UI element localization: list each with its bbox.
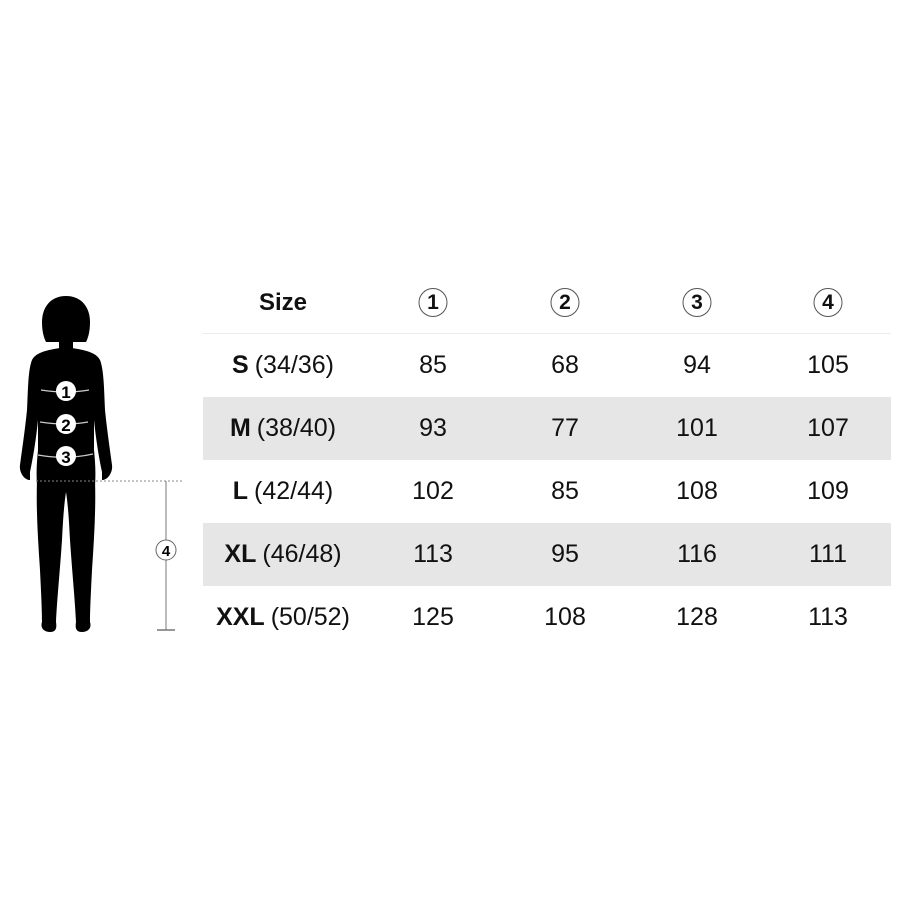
measure-1-value: 93	[419, 414, 447, 442]
size-code: M	[229, 414, 251, 442]
marker-2: 2	[61, 416, 70, 435]
measure-3-value: 94	[683, 351, 711, 379]
measure-2-value: 85	[551, 477, 579, 505]
measure-2-value: 95	[551, 540, 579, 568]
table-header: Size 1 2 3 4	[203, 272, 891, 334]
size-label: XXL (50/52)	[216, 586, 350, 649]
measure-4-value: 113	[808, 603, 848, 631]
size-code: XL	[224, 540, 257, 568]
header-measure-3: 3	[682, 288, 712, 317]
table-row: S (34/36) 85 68 94 105	[203, 334, 891, 397]
measure-4-value: 107	[807, 414, 849, 442]
size-label: XL (46/48)	[224, 523, 341, 586]
measure-2-value: 68	[551, 351, 579, 379]
size-eu: (50/52)	[270, 603, 350, 631]
measure-1-value: 85	[419, 351, 447, 379]
marker-3: 3	[61, 448, 70, 467]
marker-4: 4	[162, 543, 171, 560]
header-measure-2: 2	[550, 288, 580, 317]
size-code: L	[232, 477, 249, 505]
measure-3-value: 128	[676, 603, 718, 631]
measure-2-value: 77	[551, 414, 579, 442]
table-row: XL (46/48) 113 95 116 111	[203, 523, 891, 586]
measure-1-value: 102	[412, 477, 454, 505]
measure-4-value: 111	[808, 540, 848, 568]
size-eu: (46/48)	[262, 540, 342, 568]
header-measure-1: 1	[418, 288, 448, 317]
measure-3-value: 116	[677, 540, 717, 568]
size-eu: (42/44)	[254, 477, 334, 505]
header-size: Size	[258, 288, 308, 316]
table-row: L (42/44) 102 85 108 109	[203, 460, 891, 523]
measure-3-value: 101	[676, 414, 718, 442]
measurement-markers: 1 2 3	[56, 381, 76, 467]
size-code: S	[232, 351, 249, 379]
size-eu: (34/36)	[254, 351, 334, 379]
table-row: M (38/40) 93 77 101 107	[203, 397, 891, 460]
measure-4-value: 105	[807, 351, 849, 379]
size-code: XXL	[216, 603, 265, 631]
header-measure-4: 4	[813, 288, 843, 317]
marker-1: 1	[61, 383, 70, 402]
size-label: M (38/40)	[230, 397, 336, 460]
measure-1-value: 113	[413, 540, 453, 568]
woman-silhouette-icon: 1 2 3 4	[19, 296, 184, 632]
size-eu: (38/40)	[256, 414, 337, 442]
measure-1-value: 125	[412, 603, 454, 631]
measure-3-value: 108	[676, 477, 718, 505]
size-label: S (34/36)	[232, 334, 334, 397]
table-row: XXL (50/52) 125 108 128 113	[203, 586, 891, 649]
measure-2-value: 108	[544, 603, 586, 631]
measure-4-value: 109	[807, 477, 849, 505]
body-measurement-figure: 1 2 3 4	[0, 280, 200, 640]
size-label: L (42/44)	[233, 460, 334, 523]
size-chart-table: Size 1 2 3 4 S (34/36) 85 68 94 105 M (38/40) 93…	[203, 272, 891, 649]
